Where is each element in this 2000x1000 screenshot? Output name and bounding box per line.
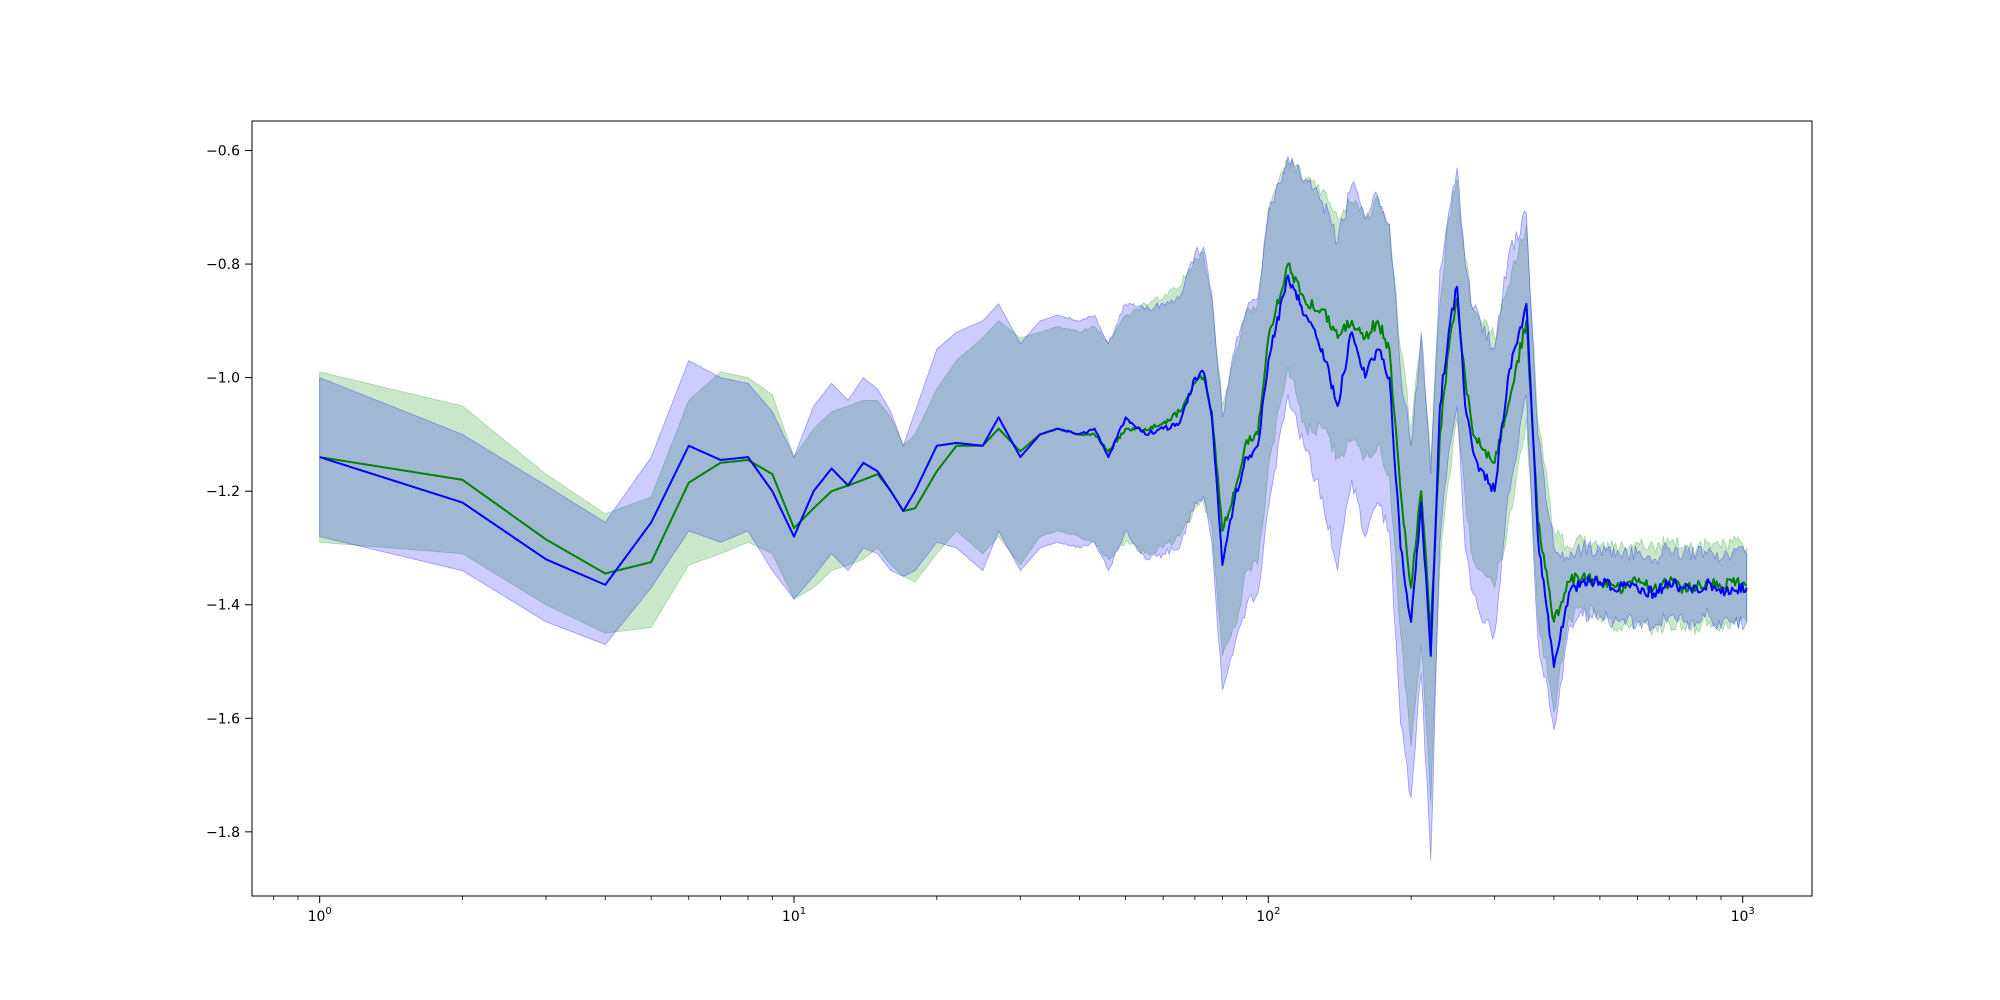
series-1-line <box>319 262 1747 635</box>
plot-frame <box>251 120 1813 897</box>
x-tick-label: 101 <box>782 906 806 925</box>
series-2-line <box>319 274 1748 669</box>
y-tick-label: −1.0 <box>206 371 240 387</box>
x-tick-label: 102 <box>1256 906 1280 925</box>
x-tick-label: 103 <box>1731 906 1755 925</box>
x-tick-label: 100 <box>308 906 332 925</box>
series-2-band <box>319 156 1748 861</box>
x-axis: 100 101 102 103 <box>273 896 1755 925</box>
y-axis: −0.6 −0.8 −1.0 −1.2 −1.4 −1.6 −1.8 <box>206 144 252 841</box>
series-1-band <box>319 156 1748 804</box>
y-tick-label: −0.8 <box>206 257 240 273</box>
series-lines <box>319 262 1748 669</box>
y-tick-label: −1.2 <box>206 484 240 500</box>
y-tick-label: −0.6 <box>206 144 240 160</box>
y-tick-label: −1.8 <box>206 825 240 841</box>
y-tick-label: −1.6 <box>206 711 240 727</box>
confidence-bands <box>319 156 1748 861</box>
y-tick-label: −1.4 <box>206 598 240 614</box>
